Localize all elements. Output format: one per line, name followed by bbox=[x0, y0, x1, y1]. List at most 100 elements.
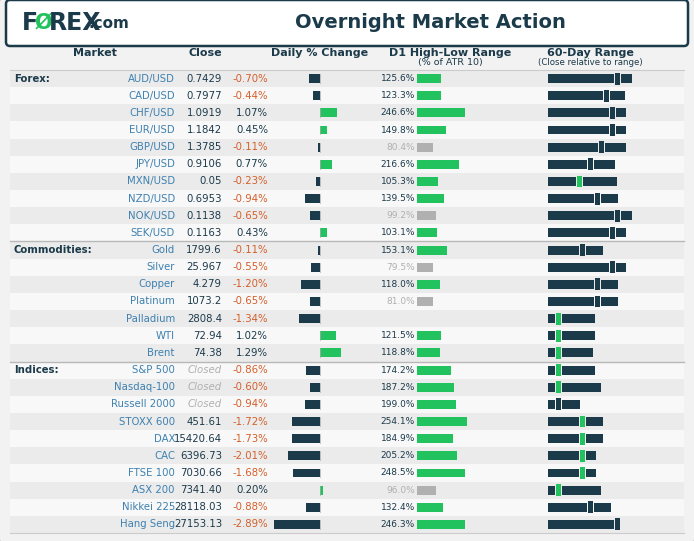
Bar bbox=[610, 124, 615, 136]
Bar bbox=[10, 259, 684, 276]
Bar bbox=[556, 330, 561, 342]
Text: -0.60%: -0.60% bbox=[232, 382, 268, 392]
Text: 139.5%: 139.5% bbox=[380, 194, 415, 203]
Bar bbox=[595, 295, 600, 307]
Bar bbox=[10, 276, 684, 293]
Text: Ø: Ø bbox=[35, 13, 53, 33]
Text: 0.1163: 0.1163 bbox=[187, 228, 222, 238]
Bar bbox=[621, 212, 632, 220]
Text: 60-Day Range: 60-Day Range bbox=[547, 48, 634, 58]
Text: Copper: Copper bbox=[139, 279, 175, 289]
Text: Palladium: Palladium bbox=[126, 314, 175, 324]
Bar bbox=[579, 467, 585, 479]
Bar bbox=[417, 263, 432, 272]
Text: 74.38: 74.38 bbox=[193, 348, 222, 358]
Bar bbox=[601, 297, 618, 306]
Bar bbox=[10, 396, 684, 413]
Text: (% of ATR 10): (% of ATR 10) bbox=[418, 58, 482, 67]
Bar bbox=[610, 261, 615, 273]
Bar bbox=[615, 210, 620, 222]
Bar bbox=[320, 486, 323, 494]
Text: Daily % Change: Daily % Change bbox=[271, 48, 369, 58]
Text: 72.94: 72.94 bbox=[193, 331, 222, 341]
Text: 99.2%: 99.2% bbox=[387, 211, 415, 220]
Text: 0.6953: 0.6953 bbox=[187, 194, 222, 203]
Bar bbox=[556, 484, 561, 496]
Bar bbox=[320, 228, 327, 237]
Text: .com: .com bbox=[89, 16, 130, 30]
Bar bbox=[548, 212, 614, 220]
Text: 216.6%: 216.6% bbox=[380, 160, 415, 169]
Text: 4.279: 4.279 bbox=[193, 279, 222, 289]
Bar bbox=[417, 108, 465, 117]
Bar bbox=[417, 417, 466, 426]
Bar bbox=[319, 246, 320, 254]
Bar bbox=[10, 361, 684, 379]
Text: 0.7429: 0.7429 bbox=[187, 74, 222, 83]
Bar bbox=[417, 280, 440, 289]
Bar bbox=[301, 280, 320, 289]
Bar bbox=[588, 159, 593, 170]
Text: Close: Close bbox=[188, 48, 222, 58]
Bar bbox=[548, 228, 609, 237]
Bar bbox=[548, 143, 598, 151]
Bar bbox=[10, 70, 684, 87]
Bar bbox=[10, 241, 684, 259]
Bar bbox=[610, 227, 615, 239]
Bar bbox=[586, 469, 596, 478]
Bar bbox=[313, 91, 320, 100]
Bar bbox=[548, 520, 614, 529]
Bar bbox=[10, 516, 684, 533]
Bar bbox=[10, 138, 684, 156]
Text: 149.8%: 149.8% bbox=[380, 126, 415, 135]
Text: 118.0%: 118.0% bbox=[380, 280, 415, 289]
Bar bbox=[548, 177, 576, 186]
Bar bbox=[548, 348, 555, 358]
Text: 246.3%: 246.3% bbox=[381, 520, 415, 529]
Bar bbox=[594, 160, 615, 169]
Text: 0.7977: 0.7977 bbox=[187, 91, 222, 101]
Text: -0.65%: -0.65% bbox=[232, 296, 268, 307]
Text: -0.44%: -0.44% bbox=[232, 91, 268, 101]
Bar bbox=[417, 246, 447, 254]
Text: D1 High-Low Range: D1 High-Low Range bbox=[389, 48, 511, 58]
Bar bbox=[310, 212, 320, 220]
Text: MXN/USD: MXN/USD bbox=[127, 176, 175, 187]
Bar bbox=[417, 212, 437, 220]
Bar bbox=[310, 383, 320, 392]
Text: 0.45%: 0.45% bbox=[236, 125, 268, 135]
Text: CAD/USD: CAD/USD bbox=[128, 91, 175, 101]
Bar bbox=[311, 263, 320, 272]
Bar bbox=[601, 280, 618, 289]
Bar bbox=[548, 486, 555, 494]
Bar bbox=[417, 126, 446, 135]
Text: 451.61: 451.61 bbox=[187, 417, 222, 426]
Bar bbox=[548, 383, 555, 392]
Bar bbox=[10, 499, 684, 516]
Text: 103.1%: 103.1% bbox=[380, 228, 415, 237]
Text: 0.1138: 0.1138 bbox=[187, 211, 222, 221]
Bar bbox=[417, 143, 432, 151]
Text: 184.9%: 184.9% bbox=[380, 434, 415, 443]
Text: -0.94%: -0.94% bbox=[232, 194, 268, 203]
Text: 0.77%: 0.77% bbox=[236, 159, 268, 169]
Text: -1.20%: -1.20% bbox=[232, 279, 268, 289]
Text: Nikkei 225: Nikkei 225 bbox=[121, 502, 175, 512]
Bar bbox=[601, 194, 618, 203]
Bar bbox=[562, 400, 579, 409]
Bar bbox=[10, 430, 684, 447]
Bar bbox=[616, 126, 626, 135]
Text: 1.1842: 1.1842 bbox=[187, 125, 222, 135]
Text: GBP/USD: GBP/USD bbox=[129, 142, 175, 152]
FancyBboxPatch shape bbox=[6, 0, 688, 46]
Bar bbox=[548, 400, 555, 409]
Bar bbox=[548, 297, 594, 306]
Text: 25.967: 25.967 bbox=[187, 262, 222, 272]
Text: 96.0%: 96.0% bbox=[387, 486, 415, 494]
Bar bbox=[556, 313, 561, 325]
Bar bbox=[309, 74, 320, 83]
Text: 187.2%: 187.2% bbox=[380, 382, 415, 392]
Text: Closed: Closed bbox=[188, 382, 222, 392]
Bar bbox=[548, 126, 609, 135]
Bar bbox=[417, 297, 433, 306]
